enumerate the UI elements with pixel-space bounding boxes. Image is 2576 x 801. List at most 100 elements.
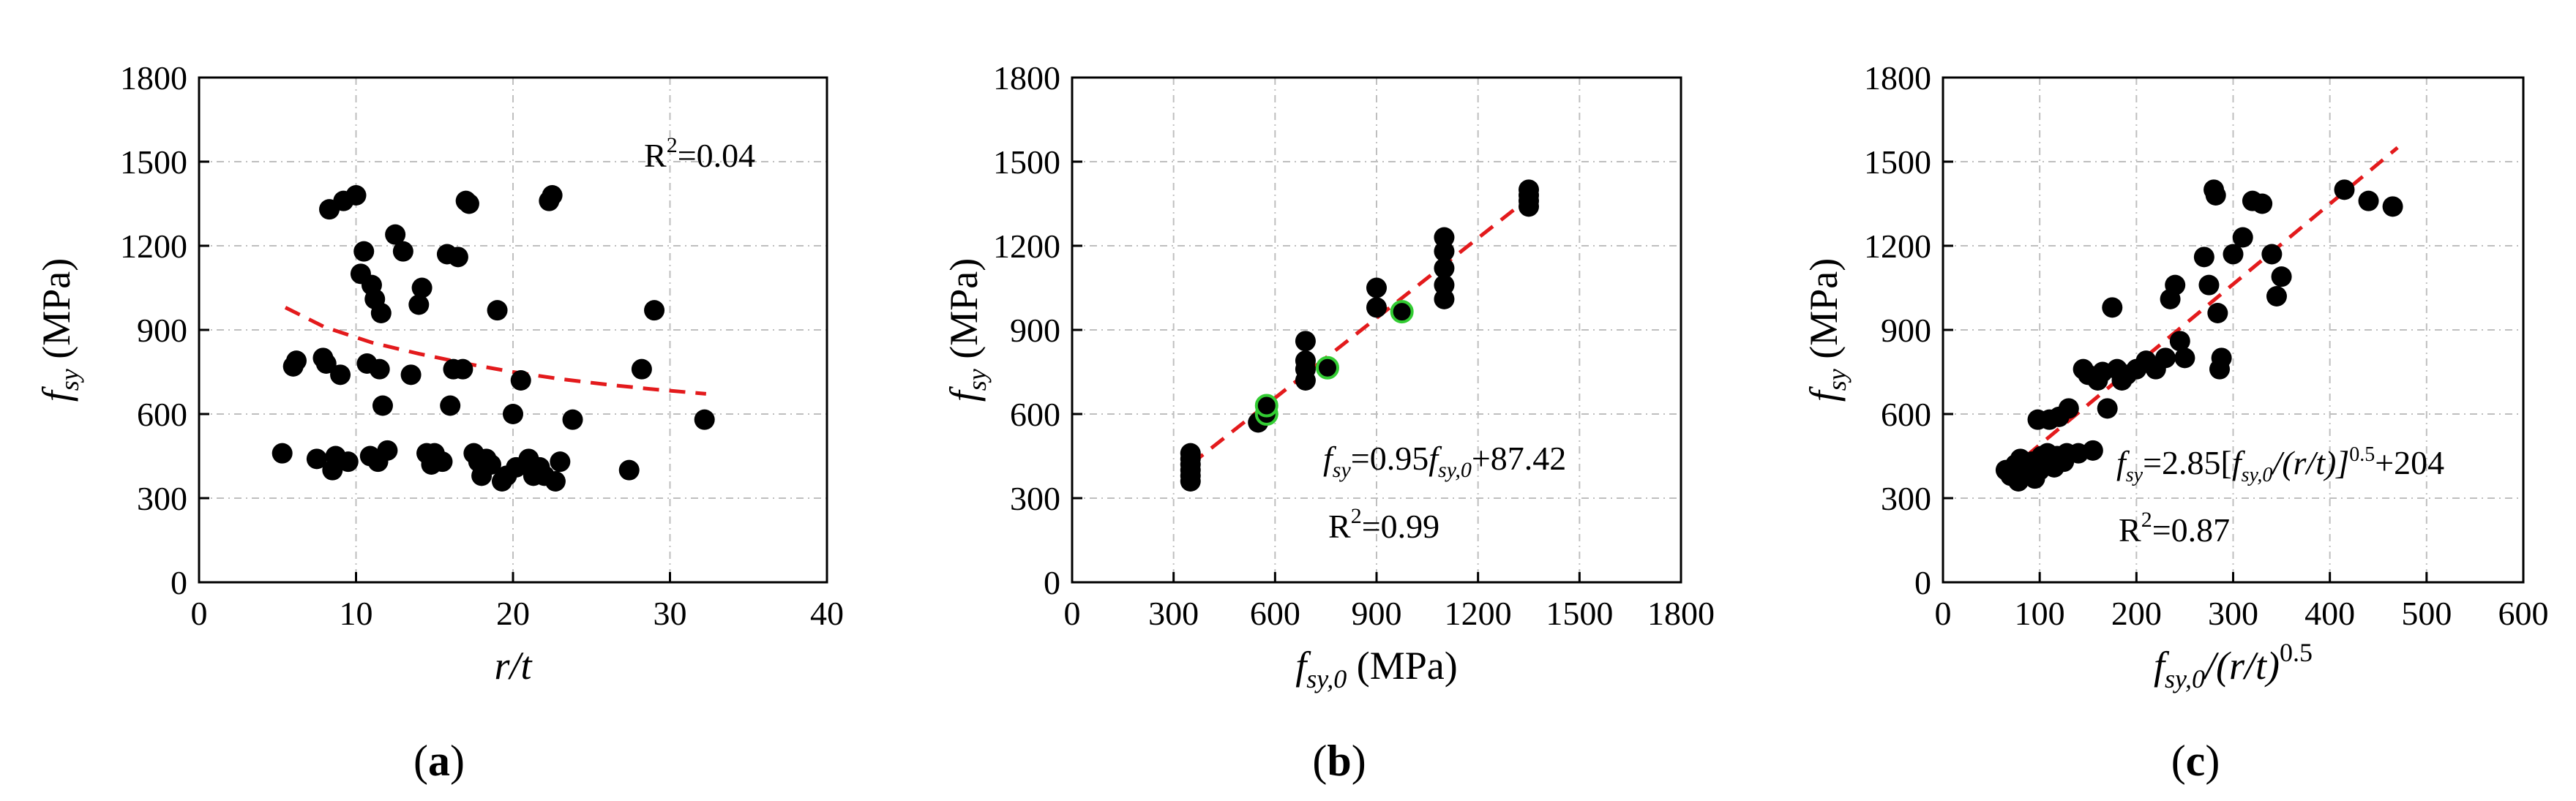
r-squared-annotation: R2=0.99 bbox=[1328, 504, 1439, 545]
y-tick-label: 300 bbox=[1881, 480, 1931, 517]
highlighted-data-point bbox=[1254, 394, 1278, 418]
x-axis-label: fsy,0/(r/t)0.5 bbox=[2154, 638, 2313, 693]
data-point bbox=[353, 241, 375, 262]
y-tick-label: 1800 bbox=[120, 59, 187, 97]
data-point bbox=[1295, 350, 1316, 372]
x-label-subscript: sy,0 bbox=[2165, 664, 2205, 693]
x-tick-label: 400 bbox=[2304, 595, 2355, 632]
data-point bbox=[2154, 347, 2176, 369]
data-point bbox=[618, 459, 640, 481]
x-tick-label: 0 bbox=[191, 595, 208, 632]
axes-frame bbox=[198, 76, 828, 584]
eq-ratio: /(r/t)] bbox=[2270, 444, 2349, 481]
data-point bbox=[1295, 331, 1316, 352]
data-point bbox=[2165, 274, 2186, 296]
eq-coefficient: =2.85[ bbox=[2143, 444, 2232, 481]
fit-equation-annotation: fsy=0.95fsy,0+87.42 bbox=[1323, 440, 1566, 482]
y-label-subscript: sy bbox=[1822, 369, 1852, 391]
subfigure-letter: c bbox=[2186, 737, 2206, 785]
y-label-unit: (MPa) bbox=[34, 258, 78, 369]
data-point bbox=[458, 193, 479, 214]
y-tick-label: 1500 bbox=[1864, 143, 1931, 181]
data-point bbox=[2334, 179, 2355, 200]
r2-superscript: 2 bbox=[1351, 504, 1362, 528]
panel-a-chart: 0 10 20 30 40 0 300 600 900 1200 1500 1800 fsy (MPa)… bbox=[34, 59, 844, 785]
x-tick-label: 1200 bbox=[1445, 595, 1512, 632]
data-point bbox=[2382, 196, 2403, 217]
axes-frame bbox=[1942, 76, 2525, 584]
data-point bbox=[544, 471, 566, 492]
subfigure-letter: b bbox=[1327, 737, 1351, 785]
data-point bbox=[400, 364, 422, 386]
data-point bbox=[370, 303, 392, 323]
highlighted-data-point bbox=[1390, 300, 1414, 324]
y-tick-label: 300 bbox=[1010, 480, 1060, 517]
y-tick-label: 0 bbox=[171, 564, 187, 601]
data-point bbox=[1366, 277, 1387, 298]
data-points bbox=[1995, 179, 2403, 492]
data-point bbox=[330, 364, 351, 386]
data-point bbox=[408, 294, 430, 315]
x-tick-label: 40 bbox=[810, 595, 844, 632]
x-tick-label: 0 bbox=[1935, 595, 1952, 632]
x-tick-label: 30 bbox=[654, 595, 687, 632]
fit-equation-annotation: fsy=2.85[fsy,0/(r/t)]0.5+204 bbox=[2116, 443, 2444, 486]
data-point bbox=[1434, 241, 1455, 262]
data-point bbox=[2211, 347, 2232, 369]
data-point bbox=[392, 241, 413, 262]
data-point bbox=[315, 353, 337, 374]
y-axis-label: fsy (MPa) bbox=[1802, 258, 1852, 402]
x-tick-label: 1800 bbox=[1647, 595, 1715, 632]
data-point bbox=[337, 451, 359, 473]
data-point bbox=[272, 443, 293, 464]
data-point bbox=[550, 451, 571, 473]
data-point bbox=[510, 370, 531, 391]
y-tick-label: 300 bbox=[137, 480, 187, 517]
data-point bbox=[1434, 257, 1455, 279]
y-tick-label: 600 bbox=[137, 396, 187, 433]
data-point bbox=[2261, 244, 2283, 265]
r2-value: =0.04 bbox=[678, 137, 755, 174]
y-tick-label: 1800 bbox=[1864, 59, 1931, 97]
data-point bbox=[542, 185, 563, 206]
y-tick-label: 0 bbox=[1044, 564, 1060, 601]
x-tick-label: 20 bbox=[496, 595, 530, 632]
y-tick-label: 900 bbox=[137, 312, 187, 349]
data-point bbox=[1519, 179, 1539, 200]
y-tick-label: 600 bbox=[1881, 396, 1931, 433]
y-tick-label: 1800 bbox=[993, 59, 1060, 97]
r-squared-annotation: R2=0.04 bbox=[644, 133, 755, 174]
y-tick-label: 900 bbox=[1010, 312, 1060, 349]
data-point bbox=[2266, 286, 2287, 307]
x-tick-label: 100 bbox=[2015, 595, 2065, 632]
eq-subscript: sy bbox=[2126, 464, 2143, 486]
data-point bbox=[2174, 347, 2195, 369]
y-axis-label: fsy (MPa) bbox=[34, 258, 84, 402]
y-label-unit: (MPa) bbox=[1802, 258, 1846, 369]
subfigure-paren-close: ) bbox=[450, 737, 465, 785]
data-point bbox=[2271, 266, 2292, 287]
x-label-superscript: 0.5 bbox=[2280, 638, 2313, 667]
data-point bbox=[2102, 297, 2123, 318]
data-point bbox=[503, 404, 523, 424]
r2-value: =0.99 bbox=[1362, 508, 1439, 545]
data-point bbox=[372, 395, 393, 416]
axes-frame bbox=[1071, 76, 1682, 584]
data-point bbox=[2193, 247, 2214, 268]
x-tick-label: 900 bbox=[1352, 595, 1402, 632]
data-point bbox=[447, 247, 468, 268]
eq-exponent: 0.5 bbox=[2349, 443, 2375, 466]
data-point bbox=[2198, 274, 2220, 296]
data-point bbox=[385, 224, 406, 245]
x-label-rest: /(r/t) bbox=[2203, 644, 2280, 688]
r-squared-annotation: R2=0.87 bbox=[2119, 508, 2230, 549]
panel-b-chart: 0 300 600 900 1200 1500 1800 0 300 600 900 1200 1500… bbox=[942, 59, 1715, 785]
data-point bbox=[2252, 193, 2273, 214]
fit-line bbox=[1189, 196, 1530, 466]
x-tick-label: 500 bbox=[2401, 595, 2452, 632]
y-axis-label: fsy (MPa) bbox=[942, 258, 992, 402]
subfigure-label: (c) bbox=[2171, 737, 2220, 785]
data-point bbox=[2358, 190, 2379, 211]
data-point bbox=[2232, 227, 2253, 248]
y-tick-label: 1200 bbox=[120, 227, 187, 265]
